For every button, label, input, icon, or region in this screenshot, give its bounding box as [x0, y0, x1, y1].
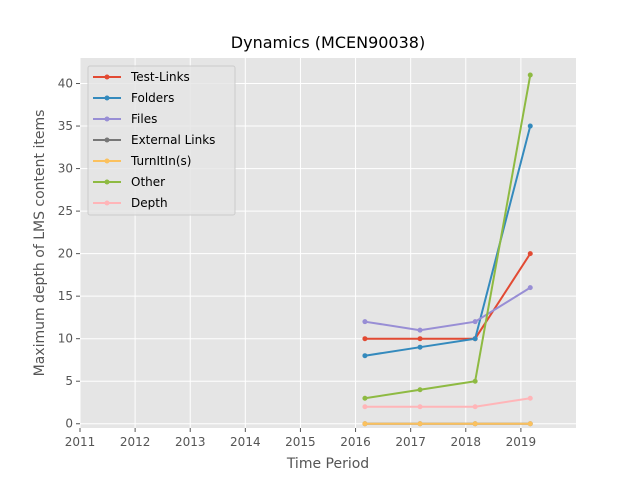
data-point-turnitin-s	[472, 421, 478, 427]
x-axis-label: Time Period	[286, 456, 369, 472]
x-tick-label: 2013	[175, 435, 206, 449]
legend-box	[87, 65, 236, 216]
data-point-depth	[472, 404, 478, 410]
data-point-test-links	[417, 336, 423, 342]
legend-entry-label: Files	[131, 112, 157, 126]
series-line-test-links	[364, 253, 532, 340]
y-tick-label: 15	[58, 289, 73, 303]
chart-title: Dynamics (MCEN90038)	[231, 33, 425, 52]
data-point-files	[527, 285, 533, 291]
x-tick-label: 2017	[395, 435, 426, 449]
series-line-other	[364, 74, 532, 400]
data-point-folders	[362, 353, 368, 359]
x-tick-label: 2016	[340, 435, 371, 449]
y-tick-label: 10	[58, 332, 73, 346]
legend: Test-Links Folders Files External Links Turn…	[87, 65, 236, 216]
legend-entry-label: Depth	[131, 196, 168, 210]
axis-ticks: 2011 2012 2013 2014 2015 2016 2017 2018 20190510…	[58, 77, 536, 449]
x-tick-label: 2019	[506, 435, 537, 449]
legend-entry-label: Other	[131, 175, 165, 189]
y-tick-label: 5	[65, 374, 73, 388]
x-tick-label: 2014	[230, 435, 261, 449]
x-tick-label: 2018	[451, 435, 482, 449]
data-point-files	[417, 327, 423, 333]
legend-swatch-marker	[104, 137, 110, 143]
data-point-other	[417, 387, 423, 393]
data-point-turnitin-s	[527, 421, 533, 427]
data-point-test-links	[527, 251, 533, 257]
data-point-depth	[527, 395, 533, 401]
legend-entry-label: Test-Links	[130, 70, 190, 84]
legend-swatch-marker	[104, 116, 110, 122]
y-tick-label: 25	[58, 204, 73, 218]
data-point-folders	[527, 123, 533, 129]
x-tick-label: 2015	[285, 435, 316, 449]
data-point-files	[362, 319, 368, 325]
data-point-turnitin-s	[362, 421, 368, 427]
series-line-depth	[364, 397, 531, 408]
data-point-other	[362, 395, 368, 401]
legend-swatch-marker	[104, 158, 110, 164]
y-tick-label: 35	[58, 119, 73, 133]
legend-swatch-marker	[104, 74, 110, 80]
series-line-files	[364, 286, 531, 332]
legend-swatch-marker	[104, 95, 110, 101]
y-tick-label: 40	[58, 77, 73, 91]
x-tick-label: 2011	[65, 435, 96, 449]
y-tick-label: 0	[65, 417, 73, 431]
series-group	[362, 72, 533, 427]
legend-swatch-marker	[104, 179, 110, 185]
data-point-test-links	[362, 336, 368, 342]
legend-swatch-marker	[104, 200, 110, 206]
data-point-turnitin-s	[417, 421, 423, 427]
legend-entry-label: Folders	[131, 91, 174, 105]
data-point-folders	[417, 344, 423, 350]
y-tick-label: 20	[58, 247, 73, 261]
data-point-other	[472, 378, 478, 384]
data-point-other	[527, 72, 533, 78]
y-axis-label: Maximum depth of LMS content items	[32, 110, 48, 377]
y-tick-label: 30	[58, 162, 73, 176]
legend-entry-label: External Links	[131, 133, 215, 147]
data-point-depth	[417, 404, 423, 410]
data-point-folders	[472, 336, 478, 342]
x-tick-label: 2012	[120, 435, 151, 449]
data-point-files	[472, 319, 478, 325]
data-point-depth	[362, 404, 368, 410]
legend-entry-label: TurnItIn(s)	[130, 154, 191, 168]
